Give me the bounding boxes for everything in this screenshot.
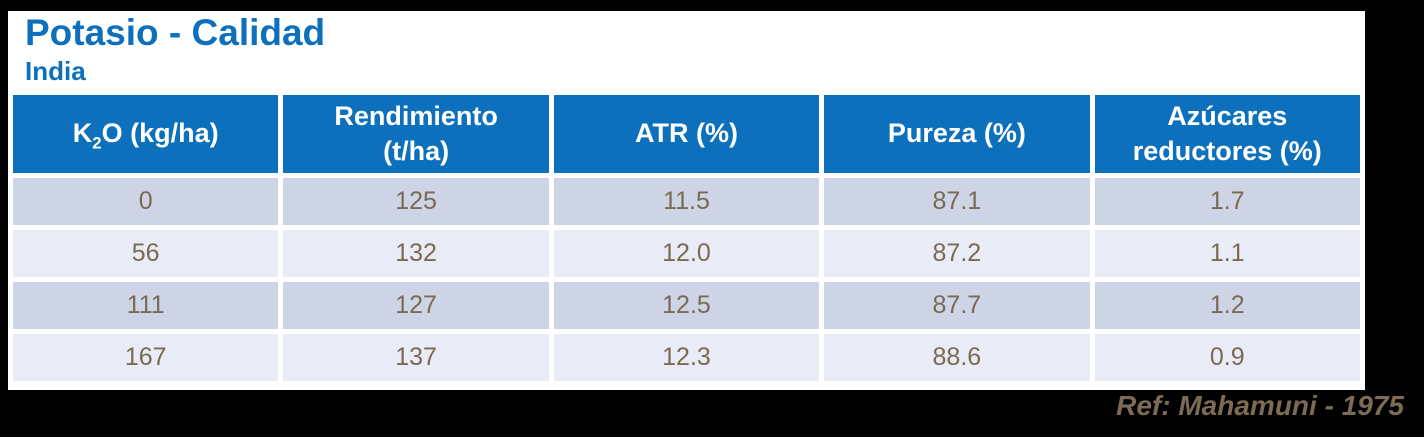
table-row: 167 137 12.3 88.6 0.9 bbox=[13, 334, 1360, 381]
slide: Potasio - Calidad India K2O (kg/ha) Rend… bbox=[8, 11, 1365, 390]
page-title: Potasio - Calidad bbox=[25, 12, 326, 53]
table-cell: 11.5 bbox=[553, 178, 820, 225]
table-cell: 1.1 bbox=[1094, 230, 1360, 277]
k2o-base: K bbox=[72, 118, 93, 149]
table-row: 0 125 11.5 87.1 1.7 bbox=[13, 178, 1360, 225]
data-table: K2O (kg/ha) Rendimiento (t/ha) ATR (%) P… bbox=[8, 90, 1365, 386]
table-cell: 12.3 bbox=[553, 334, 820, 381]
column-header-rendimiento: Rendimiento (t/ha) bbox=[283, 95, 549, 173]
table-cell: 1.7 bbox=[1094, 178, 1360, 225]
column-header-atr: ATR (%) bbox=[553, 95, 820, 173]
k2o-rest: O (kg/ha) bbox=[101, 118, 219, 149]
table-cell: 1.2 bbox=[1094, 282, 1360, 329]
table-header-row: K2O (kg/ha) Rendimiento (t/ha) ATR (%) P… bbox=[13, 95, 1360, 173]
table-cell: 0 bbox=[13, 178, 279, 225]
reference-note: Ref: Mahamuni - 1975 bbox=[1116, 390, 1404, 421]
table-cell: 167 bbox=[13, 334, 279, 381]
page-subtitle: India bbox=[25, 56, 86, 86]
table-cell: 127 bbox=[283, 282, 549, 329]
table-cell: 87.2 bbox=[824, 230, 1090, 277]
table-cell: 0.9 bbox=[1094, 334, 1360, 381]
table-cell: 111 bbox=[13, 282, 279, 329]
table-cell: 88.6 bbox=[824, 334, 1090, 381]
column-header-k2o: K2O (kg/ha) bbox=[13, 95, 279, 173]
table-cell: 125 bbox=[283, 178, 549, 225]
table-row: 56 132 12.0 87.2 1.1 bbox=[13, 230, 1360, 277]
table-cell: 12.0 bbox=[553, 230, 820, 277]
table-cell: 87.1 bbox=[824, 178, 1090, 225]
table-cell: 87.7 bbox=[824, 282, 1090, 329]
table-cell: 132 bbox=[283, 230, 549, 277]
table-cell: 56 bbox=[13, 230, 279, 277]
k2o-subscript: 2 bbox=[92, 133, 102, 153]
table-cell: 12.5 bbox=[553, 282, 820, 329]
table-cell: 137 bbox=[283, 334, 549, 381]
column-header-pureza: Pureza (%) bbox=[824, 95, 1090, 173]
column-header-azucares: Azúcares reductores (%) bbox=[1094, 95, 1360, 173]
table-row: 111 127 12.5 87.7 1.2 bbox=[13, 282, 1360, 329]
